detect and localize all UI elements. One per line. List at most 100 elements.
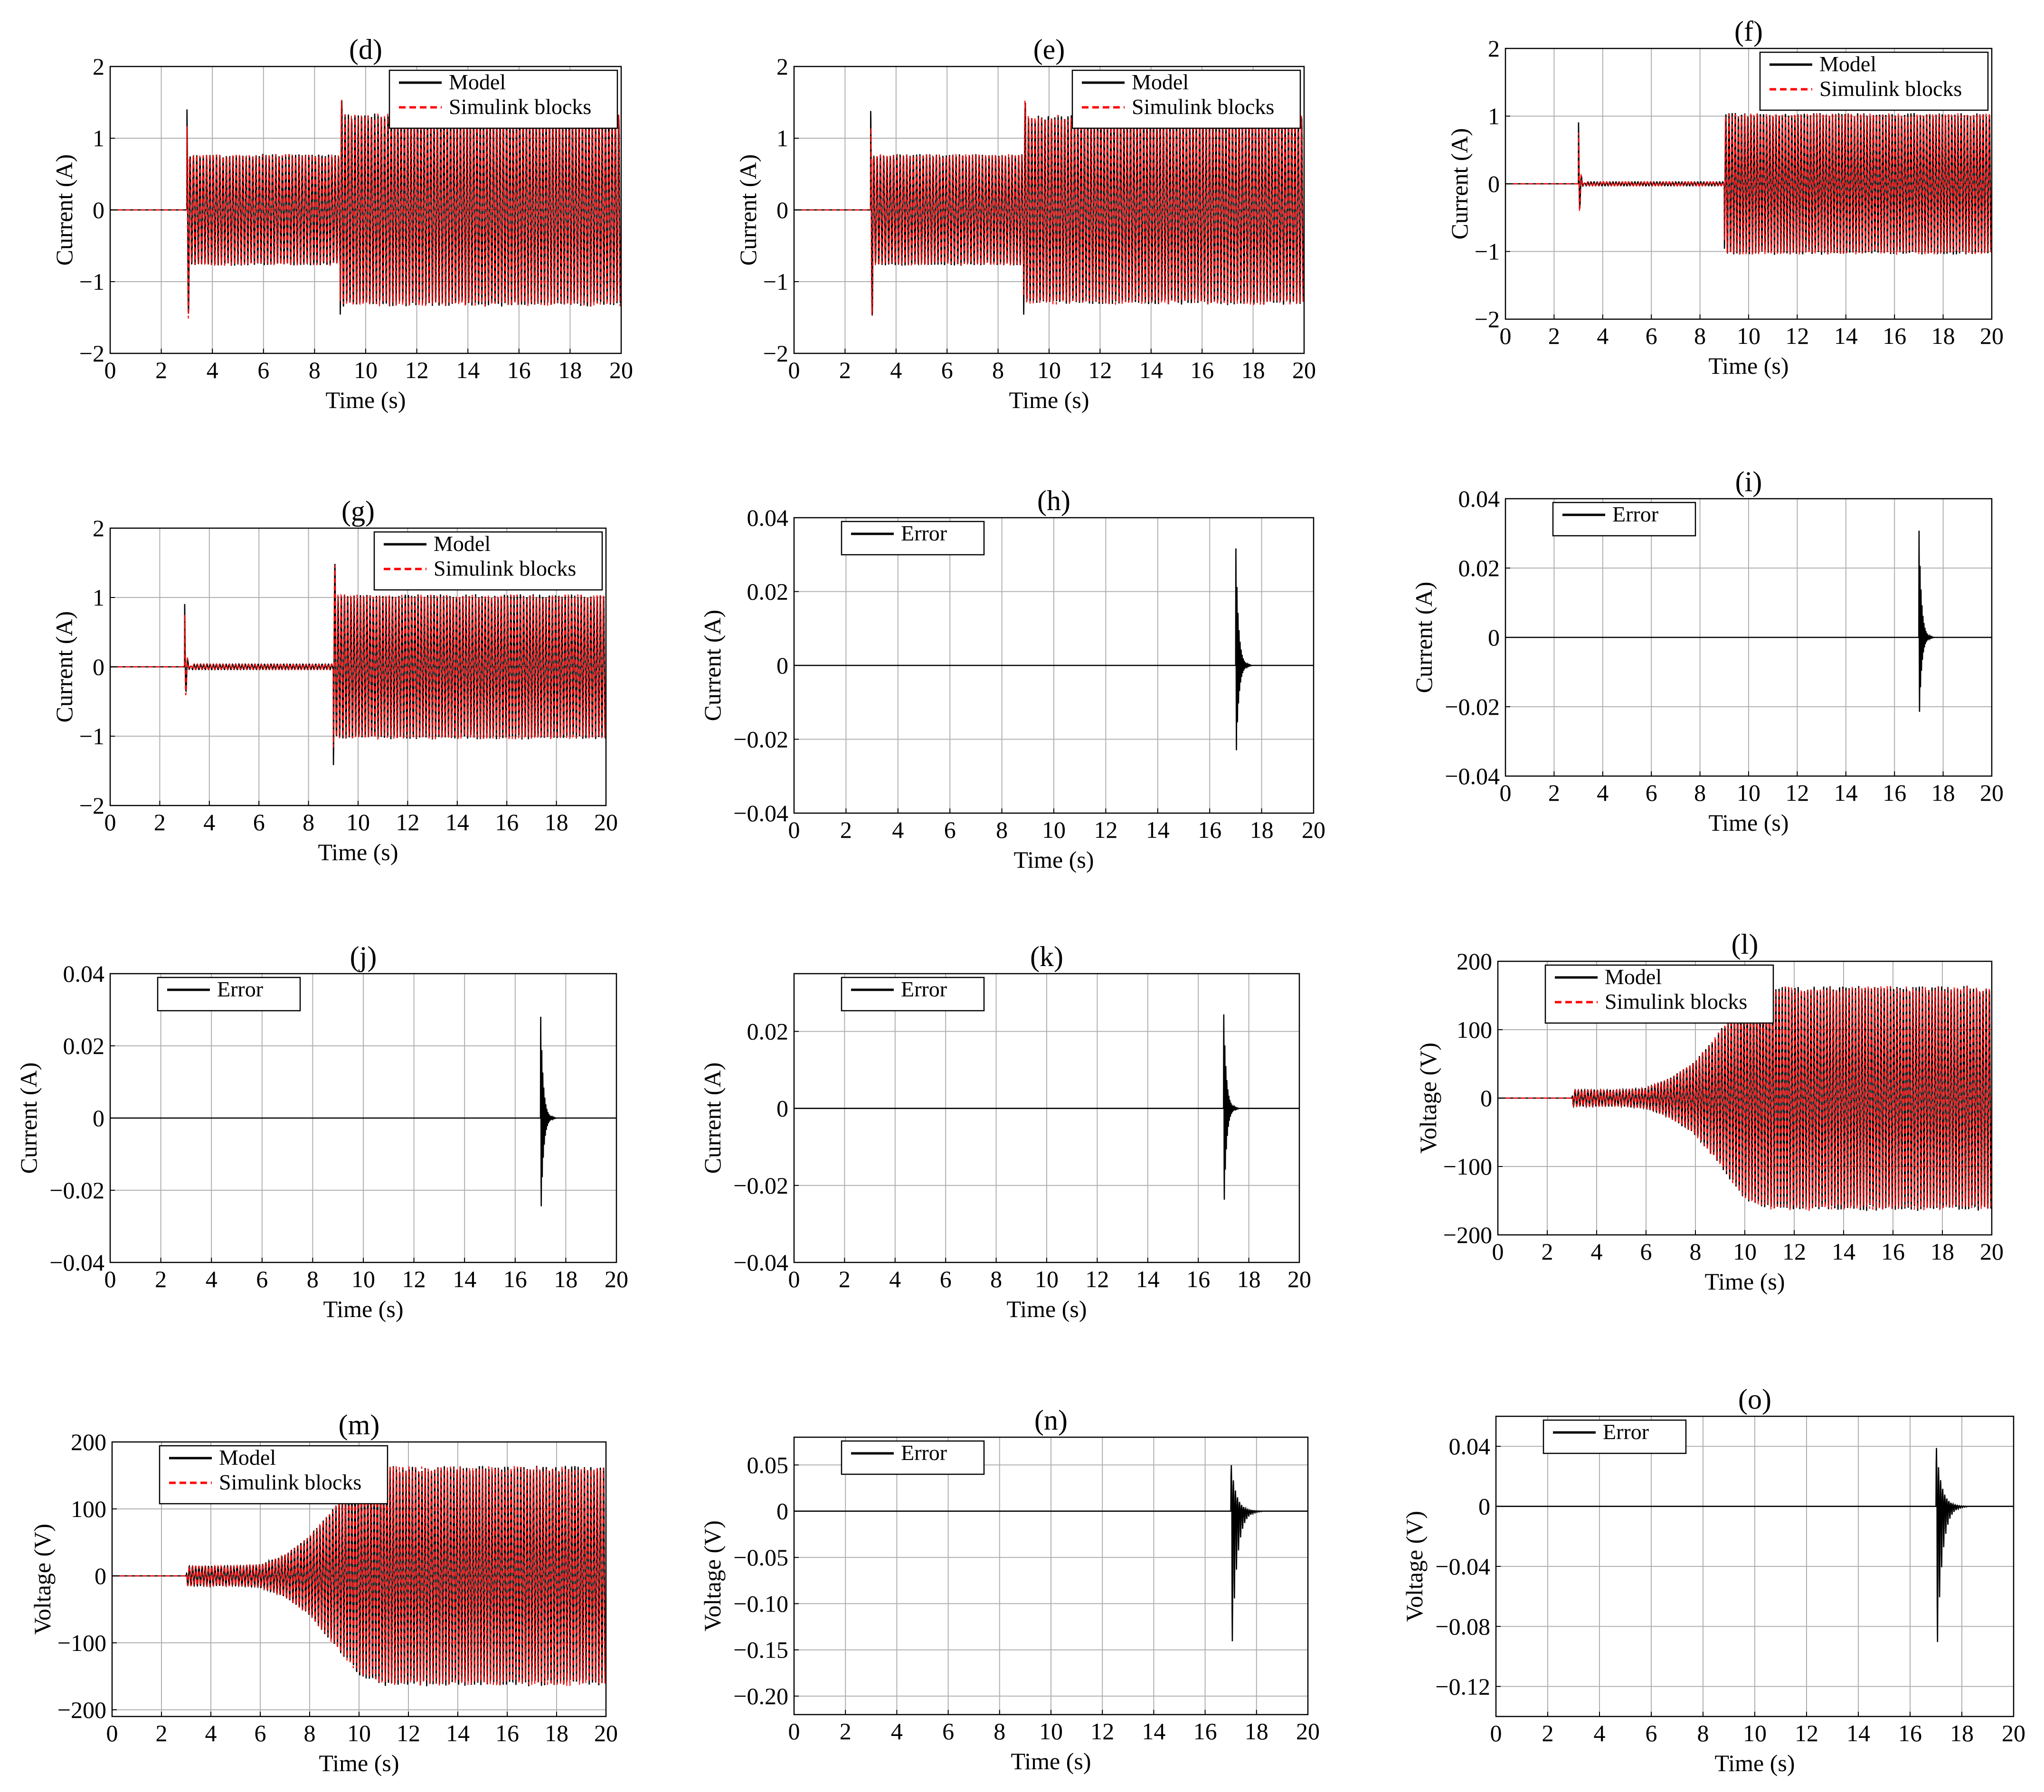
y-tick-label: −200 (1443, 1222, 1492, 1248)
y-tick-label: −0.02 (1445, 693, 1500, 720)
x-tick-label: 0 (106, 1720, 118, 1746)
series-group (110, 564, 606, 765)
y-tick-label: −0.04 (1435, 1553, 1490, 1580)
y-tick-label: 1 (776, 125, 788, 152)
y-tick-label: −0.04 (733, 1249, 788, 1276)
x-tick-label: 8 (304, 1720, 316, 1746)
x-tick-label: 2 (1548, 779, 1560, 806)
x-tick-label: 20 (1287, 1266, 1311, 1292)
series-error (794, 1014, 1299, 1200)
x-tick-label: 14 (1834, 322, 1858, 349)
x-tick-label: 4 (890, 357, 902, 383)
y-tick-label: 100 (1457, 1016, 1492, 1043)
x-tick-label: 8 (303, 809, 314, 835)
x-tick-label: 18 (1250, 816, 1274, 843)
legend-label: Error (217, 977, 263, 1001)
x-axis-label: Time (s) (1006, 1296, 1087, 1322)
x-tick-label: 12 (1785, 322, 1809, 349)
y-tick-label: −0.02 (733, 1172, 788, 1199)
chart-title: (f) (1734, 16, 1763, 47)
x-tick-label: 2 (1542, 1238, 1553, 1265)
y-tick-label: 0 (1488, 171, 1500, 197)
chart-title: (d) (349, 34, 382, 65)
x-tick-label: 12 (402, 1266, 426, 1292)
y-tick-label: −0.08 (1435, 1613, 1490, 1640)
legend-label: Error (1603, 1420, 1649, 1444)
legend: Error (1552, 502, 1696, 537)
y-tick-label: −2 (79, 340, 104, 367)
x-tick-label: 18 (1930, 1238, 1954, 1265)
legend-label: Error (901, 1441, 947, 1465)
y-tick-label: 1 (1488, 103, 1500, 130)
y-tick-label: −0.10 (733, 1590, 788, 1617)
x-tick-label: 14 (1146, 816, 1170, 843)
y-tick-label: −0.04 (1445, 763, 1500, 789)
panel-h: 0 2 4 6 8 10 12 14 16 18 20 0.04 0.02 0 −0.02 −0.04 (h) T… (699, 485, 1325, 873)
chart-title: (j) (350, 941, 377, 972)
x-tick-label: 4 (205, 1720, 217, 1746)
legend-label: Simulink blocks (1819, 76, 1962, 101)
y-tick-label: 0.02 (747, 578, 789, 605)
x-tick-label: 2 (839, 1266, 851, 1292)
x-tick-label: 10 (346, 809, 370, 835)
chart-title: (o) (1738, 1384, 1771, 1415)
x-tick-label: 8 (1694, 779, 1706, 806)
x-tick-label: 12 (1088, 357, 1112, 383)
x-tick-label: 12 (1785, 779, 1809, 806)
x-tick-label: 10 (1042, 816, 1066, 843)
x-tick-label: 12 (1094, 816, 1117, 843)
x-tick-label: 8 (309, 357, 321, 383)
x-tick-label: 18 (554, 1266, 577, 1292)
legend-box (841, 1440, 985, 1475)
series-group (110, 1016, 616, 1206)
y-tick-label: 0 (776, 197, 788, 223)
legend-label: Error (901, 977, 947, 1001)
x-tick-label: 20 (1980, 322, 2004, 349)
x-tick-label: 8 (992, 357, 1004, 383)
series-group (1505, 531, 1992, 712)
x-tick-label: 2 (1548, 322, 1560, 349)
y-tick-label: 0.04 (63, 960, 105, 987)
panel-n: 0 2 4 6 8 10 12 14 16 18 20 0.05 0 −0.05 −0.10 −0.15 −0.… (699, 1404, 1320, 1774)
y-tick-label: −0.02 (733, 726, 788, 753)
legend-box (388, 69, 618, 129)
x-tick-label: 8 (990, 1266, 1002, 1292)
legend-box (841, 521, 985, 556)
y-tick-label: 0 (1480, 1085, 1492, 1111)
legend-label: Error (1612, 502, 1658, 526)
series-error (794, 1465, 1308, 1641)
x-tick-label: 10 (1737, 779, 1760, 806)
y-tick-label: −1 (1475, 238, 1500, 265)
x-axis-label: Time (s) (325, 387, 406, 413)
x-tick-label: 10 (1037, 357, 1061, 383)
y-tick-label: −1 (79, 723, 104, 749)
x-tick-label: 4 (889, 1266, 901, 1292)
y-tick-label: −2 (1475, 306, 1500, 332)
x-tick-label: 6 (1646, 1720, 1657, 1746)
x-tick-label: 0 (1492, 1238, 1504, 1265)
legend-box (841, 977, 985, 1012)
x-tick-label: 6 (1640, 1238, 1652, 1265)
y-tick-label: 2 (1488, 35, 1500, 62)
x-tick-label: 6 (942, 1718, 954, 1745)
y-axis-label: Current (A) (51, 154, 77, 266)
x-tick-label: 12 (396, 809, 419, 835)
x-tick-label: 16 (1883, 322, 1906, 349)
legend-label: Simulink blocks (219, 1470, 361, 1494)
x-tick-label: 8 (996, 816, 1008, 843)
x-axis-label: Time (s) (1708, 352, 1788, 379)
y-tick-label: 0 (776, 1095, 788, 1122)
panel-j: 0 2 4 6 8 10 12 14 16 18 20 0.04 0.02 0 −0.02 −0.04 (j) T… (15, 941, 628, 1322)
x-tick-label: 4 (1591, 1238, 1603, 1265)
legend-label: Model (1605, 965, 1662, 989)
x-tick-label: 16 (1193, 1718, 1217, 1745)
series-group (794, 1014, 1299, 1200)
y-tick-label: 200 (1457, 948, 1492, 975)
x-tick-label: 20 (2002, 1720, 2025, 1746)
x-tick-label: 14 (1142, 1718, 1165, 1745)
y-tick-label: −200 (57, 1697, 106, 1723)
